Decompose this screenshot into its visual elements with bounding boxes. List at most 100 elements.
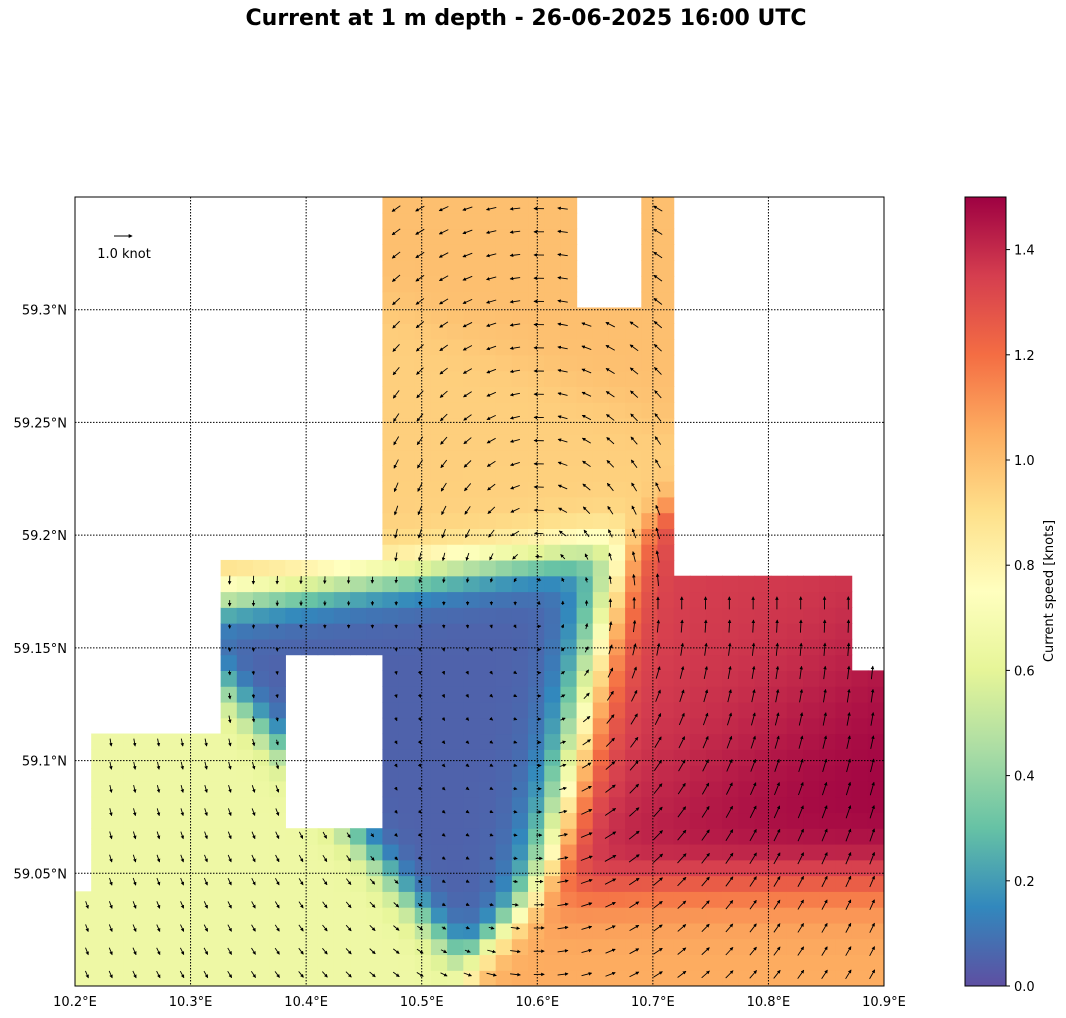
current-arrow bbox=[465, 740, 470, 744]
current-arrow bbox=[394, 717, 398, 722]
field-cell bbox=[447, 228, 464, 245]
current-arrow bbox=[462, 345, 473, 351]
current-arrow bbox=[465, 647, 469, 652]
field-cell bbox=[317, 559, 335, 577]
current-arrow bbox=[203, 970, 209, 979]
field-cell bbox=[414, 623, 432, 640]
field-cell bbox=[722, 733, 739, 750]
field-cell bbox=[236, 717, 254, 735]
field-cell bbox=[754, 654, 772, 671]
field-cell bbox=[414, 575, 432, 593]
field-cell bbox=[625, 954, 642, 971]
current-arrow bbox=[584, 622, 589, 630]
field-cell bbox=[770, 796, 788, 814]
field-cell bbox=[641, 843, 659, 861]
field-cell bbox=[673, 891, 691, 908]
field-cell bbox=[738, 922, 756, 940]
field-cell bbox=[511, 339, 529, 356]
current-arrow bbox=[581, 762, 592, 769]
field-cell bbox=[414, 907, 432, 924]
field-cell bbox=[495, 686, 513, 703]
field-cell bbox=[236, 875, 254, 892]
field-cell bbox=[592, 559, 610, 577]
x-tick-label: 10.6°E bbox=[515, 995, 559, 1010]
field-cell bbox=[91, 859, 108, 877]
field-cell bbox=[576, 528, 594, 545]
current-arrow bbox=[510, 949, 521, 954]
field-cell bbox=[91, 765, 108, 782]
field-cell bbox=[139, 780, 157, 798]
field-cell bbox=[366, 638, 384, 656]
field-cell bbox=[463, 828, 481, 845]
field-cell bbox=[188, 843, 206, 861]
current-arrow bbox=[108, 901, 113, 909]
field-cell bbox=[495, 907, 513, 924]
current-arrow bbox=[557, 415, 568, 420]
current-arrow bbox=[797, 852, 804, 865]
field-cell bbox=[479, 922, 497, 940]
field-cell bbox=[398, 465, 416, 482]
field-cell bbox=[333, 828, 351, 845]
field-cell bbox=[770, 670, 788, 687]
field-cell bbox=[463, 402, 481, 419]
field-cell bbox=[463, 954, 481, 971]
field-cell bbox=[511, 780, 529, 798]
field-cell bbox=[770, 717, 788, 735]
colorbar-tick-label: 0.0 bbox=[1014, 980, 1035, 995]
current-arrow bbox=[751, 689, 756, 703]
field-cell bbox=[511, 733, 529, 750]
y-tick-label: 59.1°N bbox=[22, 755, 67, 770]
field-cell bbox=[544, 354, 561, 372]
field-cell bbox=[430, 654, 448, 671]
field-cell bbox=[867, 859, 884, 877]
field-cell bbox=[155, 922, 173, 940]
field-cell bbox=[560, 765, 578, 782]
current-arrow bbox=[605, 321, 616, 328]
current-arrow bbox=[512, 624, 517, 629]
field-cell bbox=[495, 749, 513, 766]
current-arrow bbox=[608, 575, 612, 584]
field-cell bbox=[625, 654, 642, 671]
field-cell bbox=[706, 875, 723, 892]
current-arrow bbox=[678, 759, 686, 772]
field-cell bbox=[528, 228, 545, 245]
current-arrow bbox=[510, 530, 520, 537]
current-arrow bbox=[486, 391, 497, 397]
field-cell bbox=[382, 197, 400, 214]
current-arrow bbox=[228, 738, 232, 747]
field-cell bbox=[382, 386, 400, 403]
field-cell bbox=[722, 843, 739, 861]
current-arrow bbox=[180, 738, 184, 747]
current-arrow bbox=[251, 785, 256, 793]
current-arrow bbox=[393, 763, 398, 768]
field-cell bbox=[285, 891, 303, 908]
current-arrow bbox=[701, 782, 710, 795]
current-arrow bbox=[156, 808, 161, 817]
field-cell bbox=[430, 701, 448, 719]
field-cell bbox=[592, 449, 610, 466]
field-cell bbox=[333, 891, 351, 908]
field-cell bbox=[220, 828, 238, 845]
colorbar-tick-label: 0.8 bbox=[1014, 559, 1035, 574]
field-cell bbox=[851, 670, 869, 687]
field-cell bbox=[608, 638, 626, 656]
field-cell bbox=[625, 765, 642, 782]
field-cell bbox=[479, 654, 497, 671]
field-cell bbox=[366, 938, 384, 956]
field-cell bbox=[414, 354, 432, 372]
field-cell bbox=[155, 796, 173, 814]
current-arrow bbox=[156, 877, 161, 886]
field-cell bbox=[803, 733, 820, 750]
field-cell bbox=[657, 512, 675, 529]
field-cell bbox=[722, 623, 739, 640]
field-cell bbox=[544, 402, 561, 419]
field-cell bbox=[851, 765, 869, 782]
field-cell bbox=[706, 717, 723, 735]
field-cell bbox=[447, 796, 464, 814]
field-cell bbox=[592, 812, 610, 829]
current-arrow bbox=[557, 368, 568, 373]
field-cell bbox=[819, 701, 837, 719]
current-arrow bbox=[704, 642, 708, 656]
current-arrow bbox=[654, 413, 662, 422]
current-arrow bbox=[415, 298, 425, 305]
